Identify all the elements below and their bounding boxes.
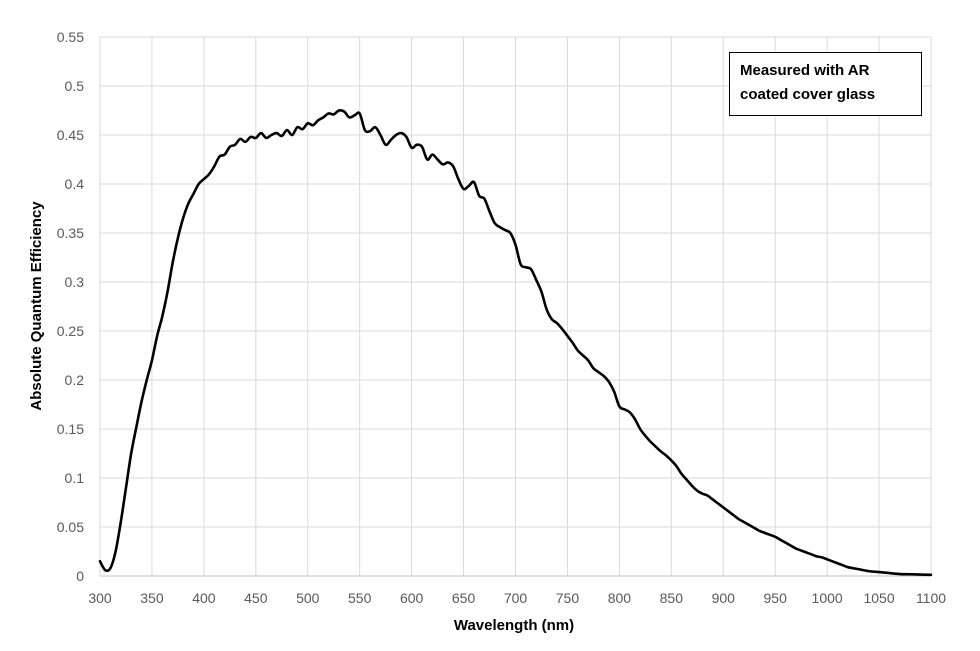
x-tick-label: 450	[244, 590, 268, 606]
y-tick-label: 0.15	[57, 421, 84, 437]
x-tick-label: 800	[608, 590, 632, 606]
x-tick-label: 1100	[916, 590, 946, 606]
x-axis-ticks: 300 350 400 450 500 550 600 650 700 750 800 850 900 9…	[88, 590, 946, 606]
gridlines	[99, 36, 932, 577]
y-tick-label: 0.4	[65, 176, 85, 192]
x-tick-label: 650	[452, 590, 476, 606]
x-tick-label: 300	[88, 590, 112, 606]
y-tick-label: 0.55	[57, 29, 84, 45]
y-tick-label: 0.1	[65, 470, 85, 486]
x-tick-label: 500	[296, 590, 320, 606]
y-tick-label: 0.25	[57, 323, 84, 339]
x-tick-label: 550	[348, 590, 372, 606]
qe-curve-line	[98, 108, 933, 577]
x-tick-label: 400	[192, 590, 216, 606]
y-axis-ticks: 0 0.05 0.1 0.15 0.2 0.25 0.3 0.35 0.4 0.45 0.5 0.55	[57, 29, 84, 584]
y-tick-label: 0.05	[57, 519, 84, 535]
x-axis-title: Wavelength (nm)	[454, 617, 574, 634]
y-tick-label: 0.45	[57, 127, 84, 143]
x-tick-label: 950	[764, 590, 788, 606]
series-layer	[98, 108, 933, 577]
y-tick-label: 0.2	[65, 372, 85, 388]
annotation-line-2: coated cover glass	[740, 86, 876, 103]
x-tick-label: 1000	[812, 590, 843, 606]
y-tick-label: 0.3	[65, 274, 85, 290]
x-tick-label: 850	[660, 590, 684, 606]
x-tick-label: 700	[504, 590, 528, 606]
x-tick-label: 350	[140, 590, 164, 606]
x-tick-label: 750	[556, 590, 580, 606]
annotation-line-1: Measured with AR	[740, 62, 870, 79]
annotation-box: Measured with AR coated cover glass	[729, 52, 922, 116]
x-tick-label: 1050	[863, 590, 894, 606]
y-tick-label: 0	[76, 568, 84, 584]
x-tick-label: 600	[400, 590, 424, 606]
y-tick-label: 0.35	[57, 225, 84, 241]
y-tick-label: 0.5	[65, 78, 85, 94]
y-axis-title: Absolute Quantum Efficiency	[28, 201, 45, 411]
x-tick-label: 900	[712, 590, 736, 606]
